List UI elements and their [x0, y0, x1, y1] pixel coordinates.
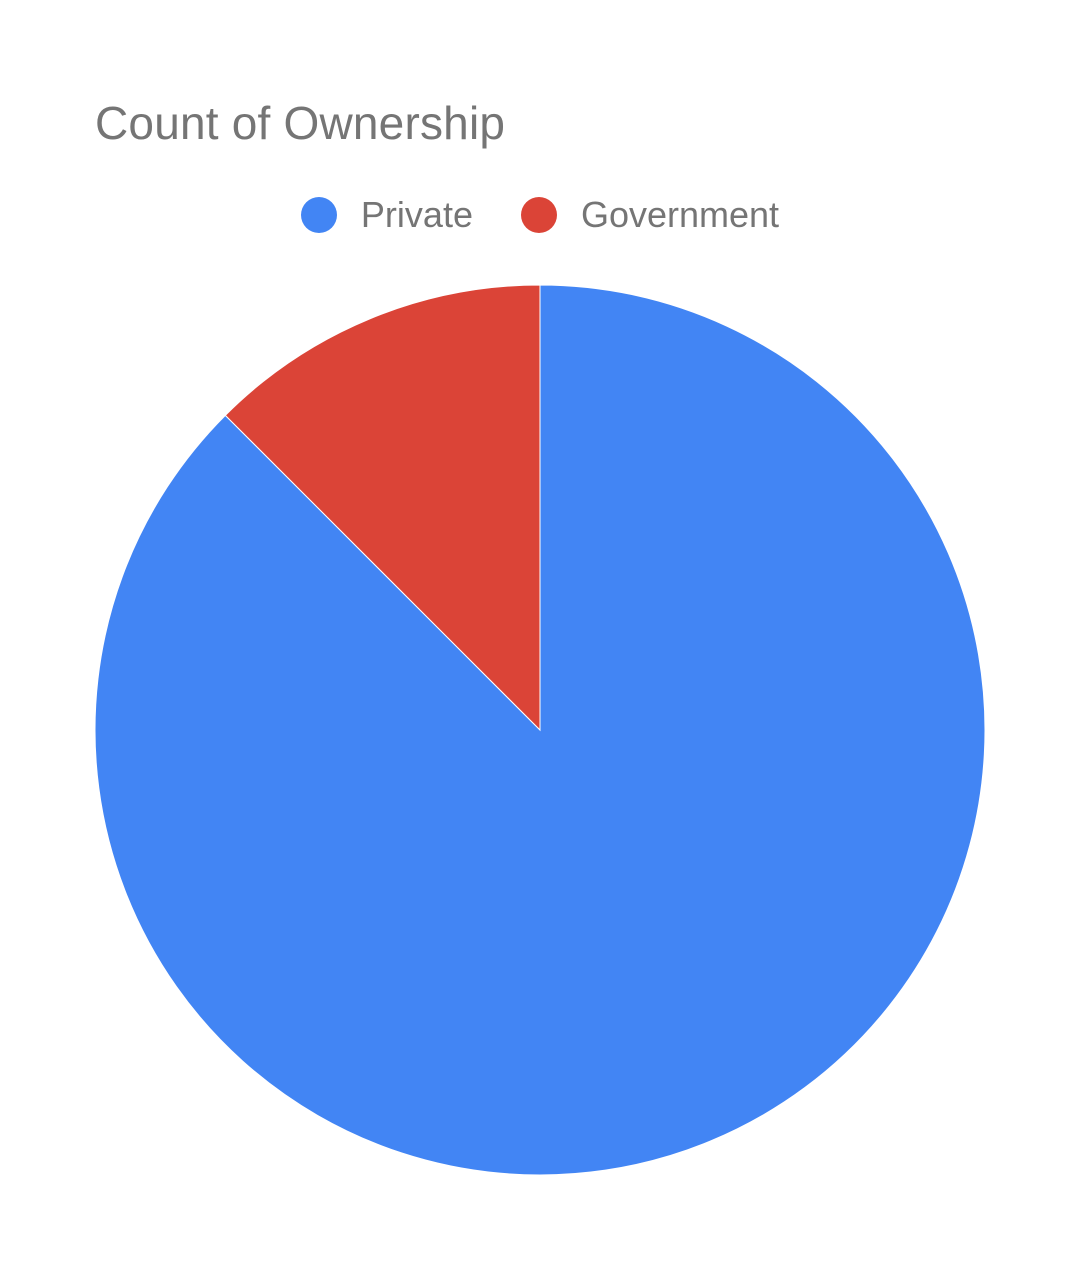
pie-slice-government[interactable] — [224, 284, 541, 732]
legend-swatch-government — [520, 197, 557, 233]
legend-item-private[interactable]: Private — [300, 194, 473, 236]
legend-label-private: Private — [360, 194, 473, 235]
legend-swatch-private — [300, 197, 337, 233]
legend-item-government[interactable]: Government — [520, 194, 780, 236]
chart-legend: Private Government — [0, 190, 1080, 240]
chart-title: Count of Ownership — [95, 97, 506, 149]
legend-label-government: Government — [580, 194, 780, 235]
